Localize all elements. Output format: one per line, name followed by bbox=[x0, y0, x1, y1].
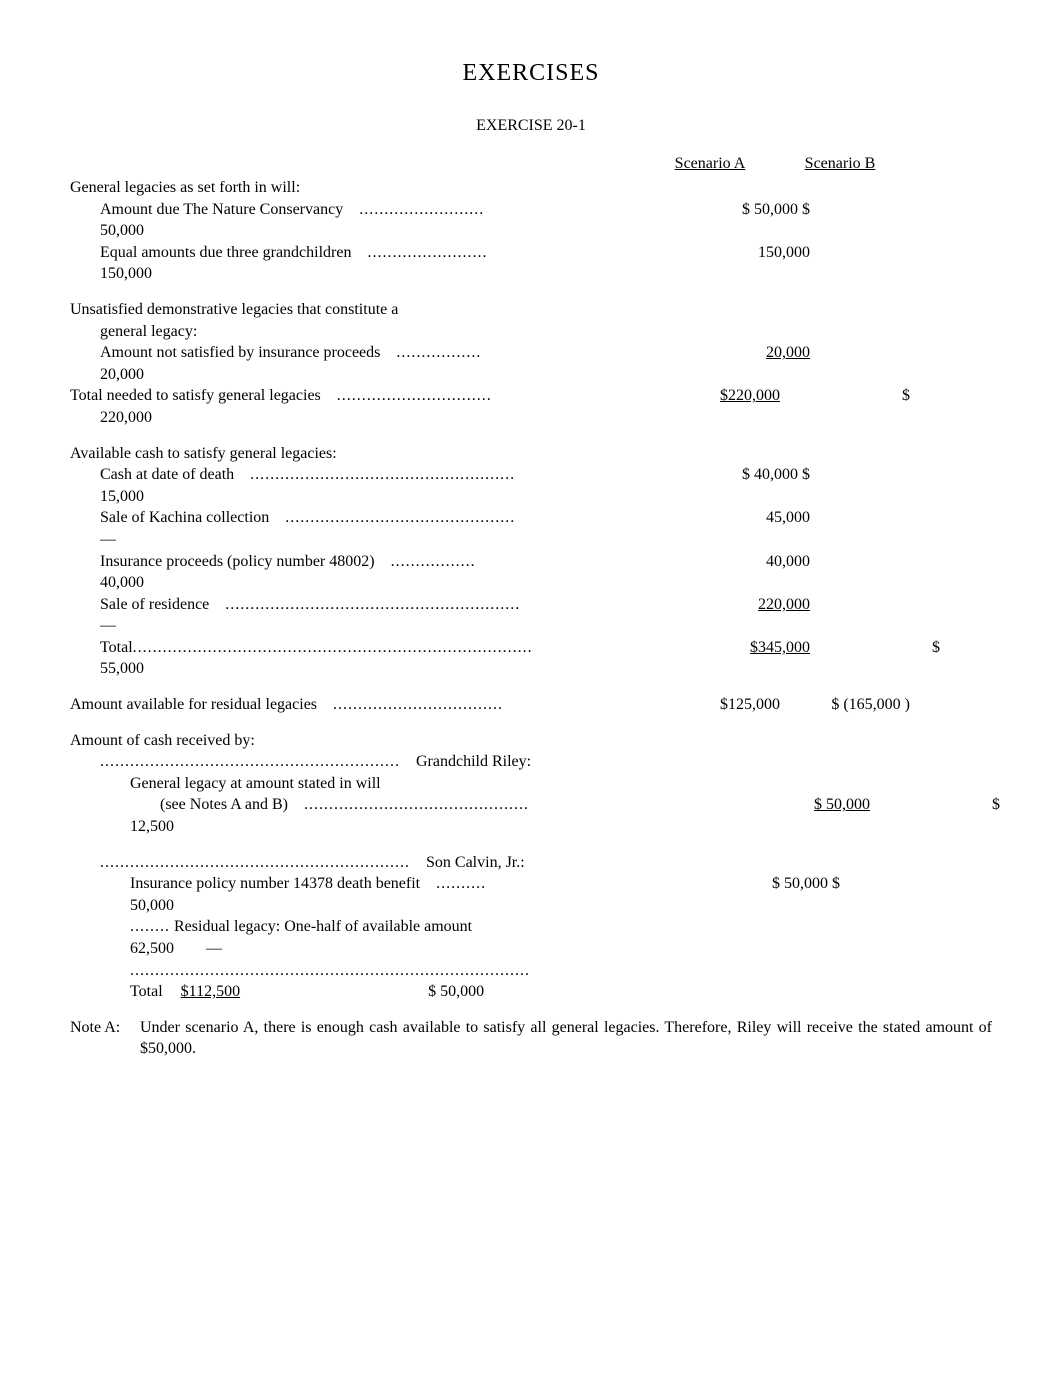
subheading-calvin: ........................................… bbox=[70, 852, 992, 874]
line-calvin-residual-wrap: 62,500 — bbox=[70, 938, 992, 960]
line-riley-general-legacy: General legacy at amount stated in will bbox=[70, 773, 992, 795]
line-cash-at-death: Cash at date of death ..................… bbox=[70, 464, 992, 486]
note-a-label: Note A: bbox=[70, 1017, 140, 1060]
exercise-subtitle: EXERCISE 20-1 bbox=[70, 117, 992, 135]
line-insurance-not-satisfied-wrap: 20,000 bbox=[70, 364, 992, 386]
line-kachina: Sale of Kachina collection .............… bbox=[70, 507, 992, 529]
section-heading-general-legacies: General legacies as set forth in will: bbox=[70, 177, 992, 199]
line-total-needed: Total needed to satisfy general legacies… bbox=[70, 385, 992, 407]
line-riley-general-legacy-2: (see Notes A and B) ....................… bbox=[70, 794, 992, 816]
line-calvin-insurance: Insurance policy number 14378 death bene… bbox=[70, 873, 992, 895]
line-insurance-proceeds-wrap: 40,000 bbox=[70, 572, 992, 594]
header-scenario-b: Scenario B bbox=[780, 155, 910, 173]
column-headers: Scenario A Scenario B bbox=[70, 155, 992, 173]
header-scenario-a: Scenario A bbox=[650, 155, 780, 173]
note-a: Note A: Under scenario A, there is enoug… bbox=[70, 1017, 992, 1060]
page-title: EXERCISES bbox=[70, 60, 992, 87]
line-calvin-residual: ........ Residual legacy: One-half of av… bbox=[70, 916, 992, 938]
line-grandchildren-wrap: 150,000 bbox=[70, 263, 992, 285]
line-available-total-wrap: 55,000 bbox=[70, 658, 992, 680]
section-heading-unsatisfied-2: general legacy: bbox=[70, 321, 992, 343]
line-cash-at-death-wrap: 15,000 bbox=[70, 486, 992, 508]
section-heading-unsatisfied: Unsatisfied demonstrative legacies that … bbox=[70, 299, 992, 321]
line-sale-residence: Sale of residence ......................… bbox=[70, 594, 992, 616]
line-nature-conservancy-wrap: 50,000 bbox=[70, 220, 992, 242]
line-insurance-not-satisfied: Amount not satisfied by insurance procee… bbox=[70, 342, 992, 364]
line-available-total: Total...................................… bbox=[70, 637, 992, 659]
line-riley-wrap: 12,500 bbox=[70, 816, 992, 838]
line-calvin-insurance-wrap: 50,000 bbox=[70, 895, 992, 917]
line-amount-available-residual: Amount available for residual legacies .… bbox=[70, 694, 992, 716]
section-heading-available: Available cash to satisfy general legaci… bbox=[70, 443, 992, 465]
line-grandchildren: Equal amounts due three grandchildren ..… bbox=[70, 242, 992, 264]
line-insurance-proceeds: Insurance proceeds (policy number 48002)… bbox=[70, 551, 992, 573]
section-heading-cash-received: Amount of cash received by: bbox=[70, 730, 992, 752]
line-nature-conservancy: Amount due The Nature Conservancy ......… bbox=[70, 199, 992, 221]
line-calvin-rule-dots: ........................................… bbox=[70, 960, 992, 982]
note-a-text: Under scenario A, there is enough cash a… bbox=[140, 1017, 992, 1060]
line-total-needed-wrap: 220,000 bbox=[70, 407, 992, 429]
line-sale-residence-wrap: — bbox=[70, 615, 992, 637]
line-calvin-total: Total $112,500 $ 50,000 bbox=[70, 981, 992, 1003]
subheading-riley: ........................................… bbox=[70, 751, 992, 773]
line-kachina-wrap: — bbox=[70, 529, 992, 551]
